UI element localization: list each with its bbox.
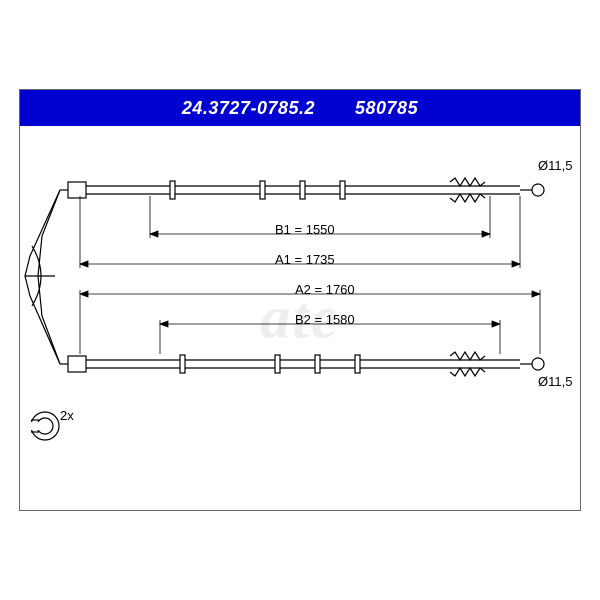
secondary-number: 580785 [355,98,418,119]
drawing-frame: 24.3727-0785.2 580785 ate B1 = 1550 A1 =… [19,89,581,511]
drawing-canvas: ate B1 = 1550 A1 = 1735 A2 = 1760 B2 = 1… [20,126,580,510]
header-bar: 24.3727-0785.2 580785 [20,90,580,126]
part-number: 24.3727-0785.2 [182,98,315,119]
technical-drawing-svg [20,126,580,510]
